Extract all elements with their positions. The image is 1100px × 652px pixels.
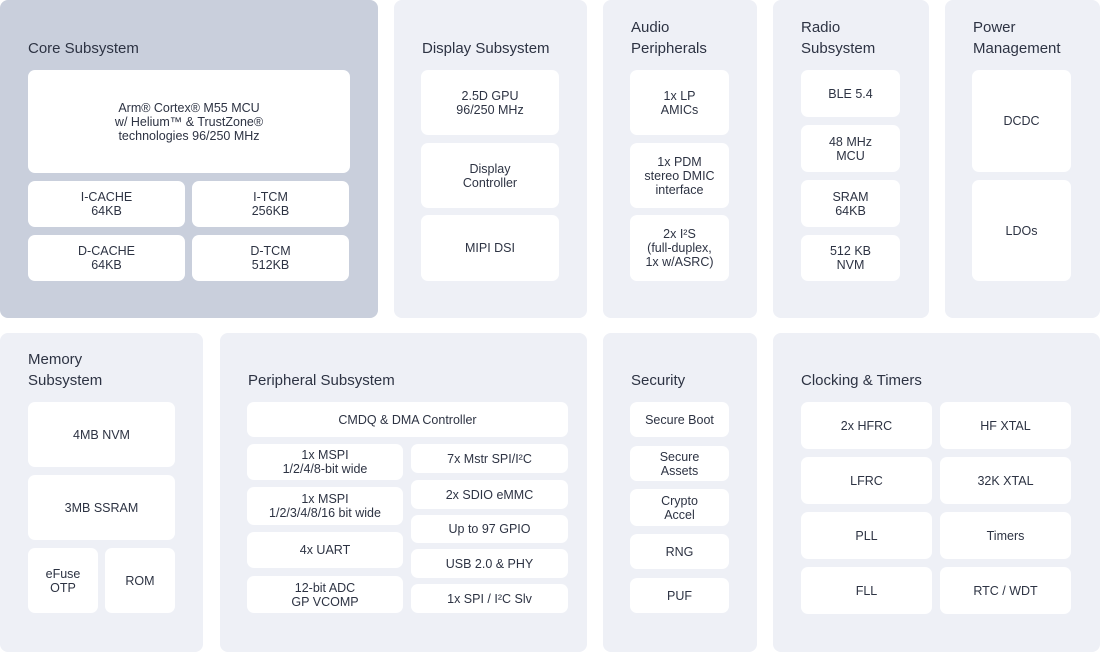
- block-clocking: LFRC: [801, 457, 932, 504]
- block-display: Display Controller: [421, 143, 559, 208]
- block-memory: 3MB SSRAM: [28, 475, 175, 540]
- block-core: Arm® Cortex® M55 MCU w/ Helium™ & TrustZ…: [28, 70, 350, 173]
- panel-title: Memory Subsystem: [28, 351, 103, 389]
- block-core: I-CACHE 64KB: [28, 181, 185, 227]
- block-power: LDOs: [972, 180, 1071, 281]
- block-security: RNG: [630, 534, 729, 569]
- block-clocking: 2x HFRC: [801, 402, 932, 449]
- block-audio: 2x I²S (full-duplex, 1x w/ASRC): [630, 215, 729, 281]
- block-clocking: RTC / WDT: [940, 567, 1071, 614]
- block-clocking: HF XTAL: [940, 402, 1071, 449]
- panel-title: Security: [631, 372, 686, 389]
- block-peripheral: 12-bit ADC GP VCOMP: [247, 576, 403, 613]
- block-memory: ROM: [105, 548, 175, 613]
- block-clocking: PLL: [801, 512, 932, 559]
- panel-title: Power Management: [973, 19, 1061, 57]
- block-clocking: 32K XTAL: [940, 457, 1071, 504]
- panel-title: Display Subsystem: [422, 40, 550, 57]
- block-radio: SRAM 64KB: [801, 180, 900, 227]
- block-peripheral: USB 2.0 & PHY: [411, 549, 568, 578]
- block-peripheral: 4x UART: [247, 532, 403, 568]
- block-display: 2.5D GPU 96/250 MHz: [421, 70, 559, 135]
- block-audio: 1x LP AMICs: [630, 70, 729, 135]
- block-security: Secure Boot: [630, 402, 729, 437]
- block-power: DCDC: [972, 70, 1071, 172]
- block-peripheral: 1x MSPI 1/2/4/8-bit wide: [247, 444, 403, 480]
- panel-title: Radio Subsystem: [801, 19, 876, 57]
- block-peripheral: 1x SPI / I²C Slv: [411, 584, 568, 613]
- block-memory: eFuse OTP: [28, 548, 98, 613]
- block-radio: BLE 5.4: [801, 70, 900, 117]
- block-peripheral: 2x SDIO eMMC: [411, 480, 568, 509]
- panel-title: Audio Peripherals: [631, 19, 707, 57]
- panel-title: Clocking & Timers: [801, 372, 922, 389]
- block-radio: 512 KB NVM: [801, 235, 900, 281]
- block-peripheral: 1x MSPI 1/2/3/4/8/16 bit wide: [247, 487, 403, 525]
- block-clocking: Timers: [940, 512, 1071, 559]
- block-radio: 48 MHz MCU: [801, 125, 900, 172]
- block-peripheral: Up to 97 GPIO: [411, 515, 568, 543]
- block-peripheral: CMDQ & DMA Controller: [247, 402, 568, 437]
- block-security: Crypto Accel: [630, 489, 729, 526]
- block-core: D-CACHE 64KB: [28, 235, 185, 281]
- block-memory: 4MB NVM: [28, 402, 175, 467]
- block-core: D-TCM 512KB: [192, 235, 349, 281]
- block-audio: 1x PDM stereo DMIC interface: [630, 143, 729, 208]
- panel-title: Core Subsystem: [28, 40, 139, 57]
- block-security: PUF: [630, 578, 729, 613]
- block-clocking: FLL: [801, 567, 932, 614]
- block-peripheral: 7x Mstr SPI/I²C: [411, 444, 568, 473]
- panel-title: Peripheral Subsystem: [248, 372, 395, 389]
- block-display: MIPI DSI: [421, 215, 559, 281]
- block-security: Secure Assets: [630, 446, 729, 481]
- block-core: I-TCM 256KB: [192, 181, 349, 227]
